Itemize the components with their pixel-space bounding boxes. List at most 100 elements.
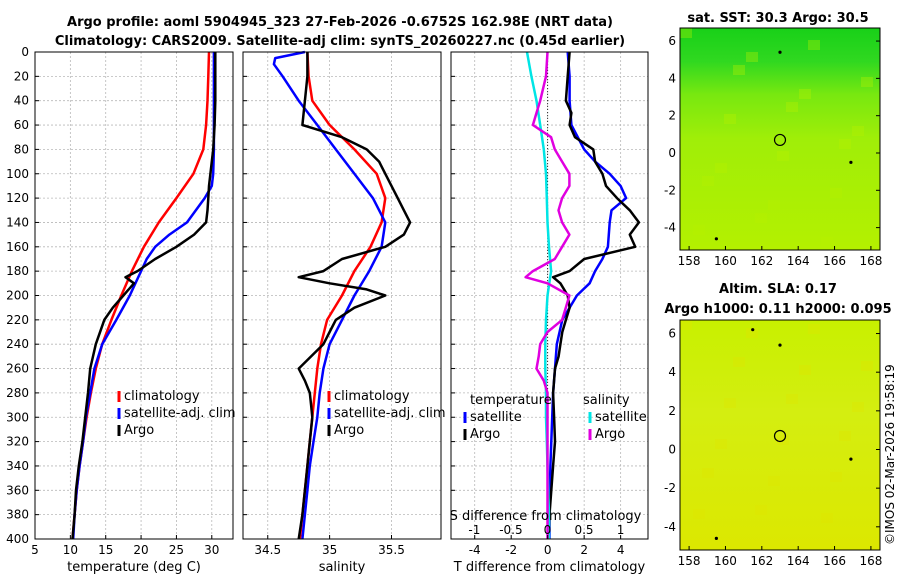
legend-label: climatology — [334, 389, 410, 404]
map-cell — [768, 200, 780, 210]
map-cell — [839, 431, 851, 441]
x-axis-label: temperature (deg C) — [67, 560, 201, 575]
map-cell — [839, 139, 851, 149]
map-cell — [777, 151, 789, 161]
x-tick-label: 25 — [169, 543, 184, 557]
map2-title: Altim. SLA: 0.17 — [719, 282, 837, 297]
legend-label: climatology — [124, 389, 200, 404]
float-point — [714, 536, 718, 541]
map-x-tick-label: 166 — [823, 554, 846, 568]
float-point — [751, 328, 755, 332]
float-point — [714, 237, 718, 241]
x-tick-label: 30 — [204, 543, 219, 557]
map-cell — [733, 357, 745, 367]
map-cell — [724, 398, 736, 408]
float-point — [778, 50, 782, 54]
x-tick-label: 0 — [544, 543, 552, 557]
y-tick-label: 20 — [14, 69, 29, 83]
legend-label: Argo — [124, 423, 154, 438]
top-tick-label: -1 — [468, 523, 480, 537]
map-cell — [830, 472, 842, 482]
map-cell — [830, 188, 842, 198]
map-y-tick-label: 4 — [668, 71, 676, 85]
map-cell — [702, 176, 714, 186]
y-tick-label: 160 — [6, 240, 29, 254]
y-tick-label: 300 — [6, 410, 29, 424]
map-sst_map: 158 160 162 164 166 168 6 4 2 0 -2 -4 — [664, 27, 882, 268]
y-tick-label: 100 — [6, 167, 29, 181]
map-y-tick-label: 0 — [668, 146, 676, 160]
map-cell — [799, 365, 811, 375]
float-point — [849, 160, 853, 164]
series-line-t-satellite — [548, 51, 628, 539]
x-tick-label: 10 — [63, 543, 78, 557]
x-axis-label: T difference from climatology — [453, 560, 646, 575]
x-tick-label: 20 — [133, 543, 148, 557]
map-y-tick-label: 2 — [668, 404, 676, 418]
map-cell — [733, 65, 745, 75]
top-tick-label: 0.5 — [574, 523, 593, 537]
map-cell — [786, 394, 798, 404]
y-tick-label: 240 — [6, 337, 29, 351]
figure-title-line1: Argo profile: aoml 5904945_323 27-Feb-20… — [67, 15, 613, 30]
top-tick-label: -0.5 — [499, 523, 522, 537]
legend-label: Argo — [334, 423, 364, 438]
profile-location-marker — [773, 429, 787, 443]
map-x-tick-label: 160 — [714, 254, 737, 268]
y-tick-label: 40 — [14, 94, 29, 108]
map-y-tick-label: -2 — [664, 183, 676, 197]
map-cell — [693, 509, 705, 519]
figure-title-line2: Climatology: CARS2009. Satellite-adj cli… — [55, 34, 625, 49]
map-cell — [768, 476, 780, 486]
y-tick-label: 380 — [6, 508, 29, 522]
map-y-tick-label: 6 — [668, 327, 676, 341]
y-tick-label: 180 — [6, 264, 29, 278]
map-cell — [680, 28, 692, 38]
map-x-tick-label: 168 — [859, 254, 882, 268]
panel-salinity: 34.5 35 35.5 salinity climatology satellite-a… — [242, 50, 446, 575]
profile-location-marker — [773, 133, 787, 147]
y-tick-label: 220 — [6, 313, 29, 327]
y-tick-label: 140 — [6, 215, 29, 229]
series-line-t-argo — [547, 51, 641, 540]
map-sla_map: 158 160 162 164 166 168 6 4 2 0 -2 -4 — [664, 319, 882, 568]
map-x-tick-label: 162 — [750, 254, 773, 268]
map-cell — [715, 439, 727, 449]
x-tick-label: 2 — [580, 543, 588, 557]
map-cell — [724, 114, 736, 124]
map1-title: sat. SST: 30.3 Argo: 30.5 — [687, 11, 868, 26]
map-cell — [755, 505, 767, 515]
float-point — [849, 457, 853, 461]
y-tick-label: 340 — [6, 459, 29, 473]
map-cell — [861, 361, 873, 371]
map-cell — [861, 77, 873, 87]
x-tick-label: 34.5 — [254, 543, 281, 557]
timestamp-label: ©IMOS 02-Mar-2026 19:58:19 — [883, 364, 897, 545]
y-tick-label: 260 — [6, 362, 29, 376]
x-tick-label: -4 — [469, 543, 481, 557]
y-tick-label: 360 — [6, 483, 29, 497]
legend-title-salinity: salinity — [583, 393, 630, 408]
map-x-tick-label: 168 — [859, 554, 882, 568]
series-line-argo — [297, 52, 412, 540]
map-cell — [746, 328, 758, 338]
map-frame — [679, 319, 881, 551]
series-line-satellite-adj-clim — [272, 50, 387, 540]
series-line-argo — [71, 52, 217, 540]
x-tick-label: -2 — [505, 543, 517, 557]
map-cell — [808, 324, 820, 334]
map-cell — [693, 225, 705, 235]
series-line-s-argo — [524, 51, 571, 539]
legend-label: Argo — [595, 427, 625, 442]
map-x-tick-label: 166 — [823, 254, 846, 268]
legend-label: satellite — [595, 410, 647, 425]
map-x-tick-label: 164 — [787, 254, 810, 268]
x-axis-label: salinity — [319, 560, 366, 575]
x-tick-label: 35 — [322, 543, 337, 557]
map-cell — [746, 52, 758, 62]
map-frame — [679, 27, 881, 251]
map-cell — [715, 163, 727, 173]
legend-label: satellite — [470, 410, 522, 425]
legend-label: satellite-adj. clim — [334, 406, 446, 421]
